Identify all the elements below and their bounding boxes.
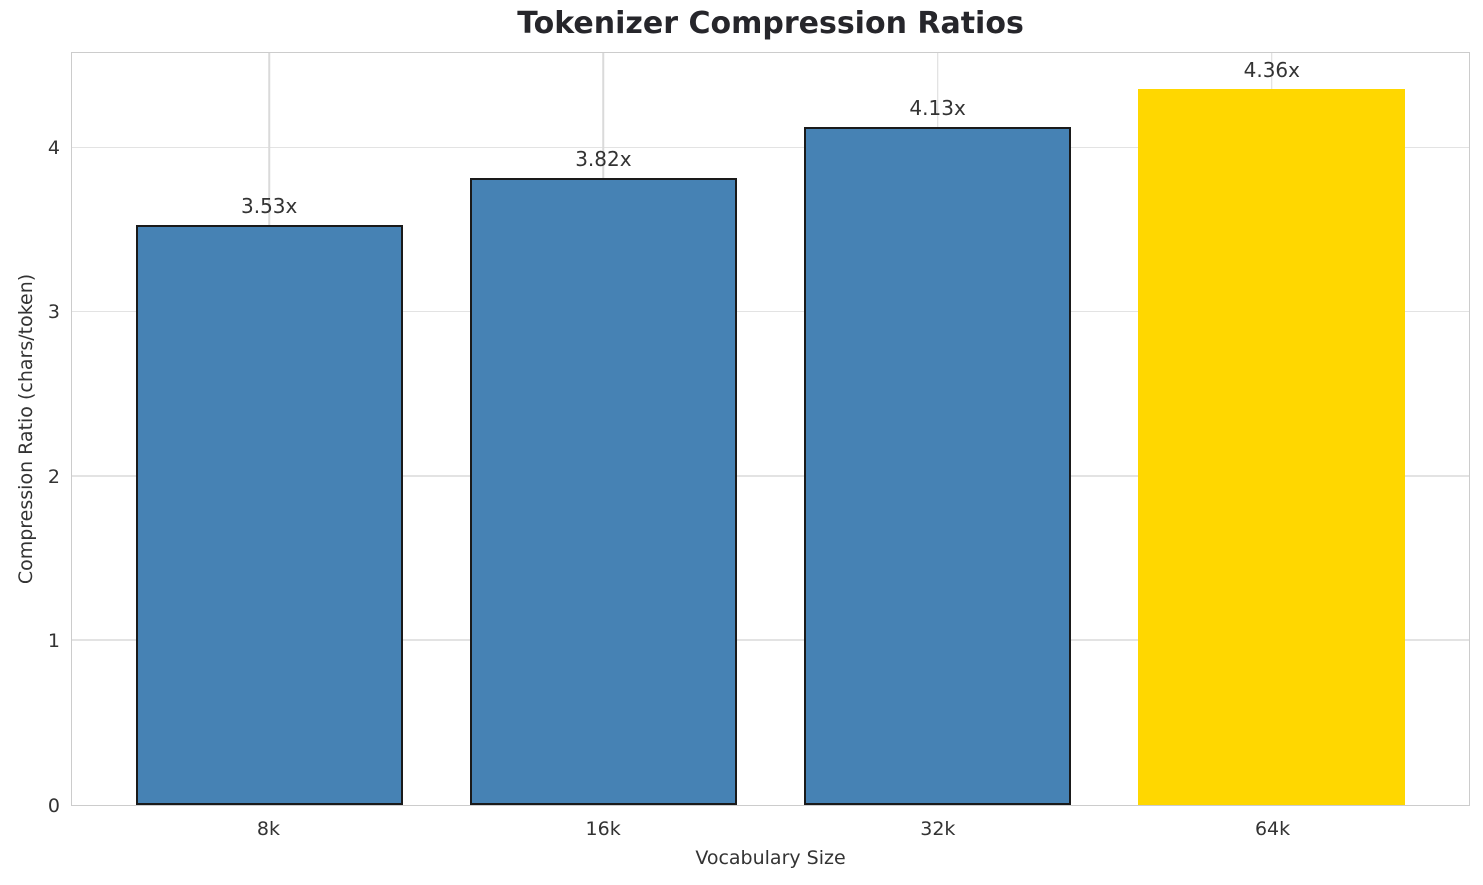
- bar-64k: [1138, 89, 1406, 805]
- y-tick-label: 0: [47, 795, 60, 817]
- h-gridline: [72, 475, 1469, 477]
- y-tick-label: 4: [47, 136, 60, 159]
- h-gridline: [72, 146, 1469, 149]
- y-tick-label: 1: [47, 630, 60, 653]
- bar-value-label: 3.82x: [575, 146, 632, 171]
- h-gridline: [72, 310, 1469, 313]
- y-tick-label: 3: [47, 301, 60, 324]
- plot-area: 3.53x 3.82x 4.13x 4.36x: [71, 52, 1470, 806]
- bar-16k: [469, 177, 738, 805]
- h-gridline: [72, 639, 1469, 641]
- x-tick-label: 8k: [256, 818, 280, 840]
- chart-title: Tokenizer Compression Ratios: [517, 6, 1024, 41]
- x-tick-label: 64k: [1254, 818, 1291, 840]
- x-axis-label: Vocabulary Size: [695, 847, 846, 869]
- bar-32k: [803, 126, 1072, 805]
- bar-8k: [135, 225, 403, 805]
- y-axis-ticks: 0 1 2 3 4: [0, 52, 60, 818]
- y-tick-label: 2: [47, 465, 60, 488]
- bar-value-label: 4.13x: [909, 95, 966, 120]
- x-tick-label: 16k: [585, 818, 621, 840]
- x-tick-label: 32k: [920, 818, 956, 840]
- y-axis-label-text: Compression Ratio (chars/token): [15, 273, 37, 585]
- x-axis-ticks: 8k 16k 32k 64k: [71, 818, 1470, 846]
- bar-value-label: 3.53x: [240, 194, 298, 219]
- bar-value-label: 4.36x: [1243, 58, 1300, 83]
